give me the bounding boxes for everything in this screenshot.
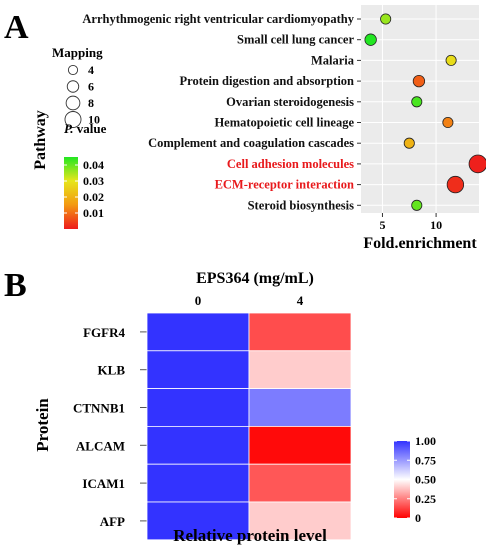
pathway-label: Small cell lung cancer (237, 33, 354, 47)
size-legend-circle (66, 80, 80, 93)
pathway-label: Steroid biosynthesis (248, 198, 355, 212)
size-legend-circle (67, 64, 79, 76)
pathway-point (380, 13, 392, 25)
size-legend-circle (65, 95, 81, 111)
pathway-label: Hematopoietic cell lineage (214, 116, 354, 130)
heatmap-cell (146, 350, 250, 389)
size-legend-circle (64, 111, 82, 128)
x-tick-label: 5 (379, 218, 385, 232)
heatmap-column-label: 4 (297, 293, 304, 308)
colorbar-tick-label: 0.50 (415, 473, 436, 487)
heatmap-cell (248, 312, 352, 352)
pathway-label: Cell adhesion molecules (227, 157, 354, 171)
mapping-legend-title: Mapping (52, 45, 103, 60)
pathway-point (445, 54, 457, 66)
pvalue-colorbar (64, 157, 78, 229)
pathway-label: Protein digestion and absorption (180, 74, 354, 88)
pathway-label: Ovarian steroidogenesis (226, 95, 354, 109)
pvalue-colorbar-ticks: 0.04 0.03 0.02 0.01 (64, 158, 104, 220)
panel-b-letter: B (4, 267, 27, 304)
colorbar-tick-label: 0.75 (415, 453, 436, 467)
pathway-label: Arrhythmogenic right ventricular cardiom… (82, 12, 354, 26)
heatmap-row-label: AFP (100, 514, 125, 529)
heatmap-cell (248, 463, 352, 503)
heatmap-row-label: FGFR4 (83, 325, 125, 340)
heatmap-row-labels: FGFR4 KLB CTNNB1 ALCAM ICAM1 AFP (73, 325, 147, 529)
size-legend: 4 6 8 10 (64, 63, 100, 128)
heatmap-row-label: ALCAM (76, 438, 125, 453)
pathway-point (411, 96, 423, 108)
size-legend-label: 10 (88, 113, 100, 127)
heatmap-cell (146, 312, 250, 352)
pathway-point (446, 175, 465, 194)
heatmap-row-label: CTNNB1 (73, 401, 125, 416)
pathway-axis-label: Pathway (32, 110, 49, 170)
pvalue-tick-label: 0.04 (83, 158, 104, 172)
colorbar-tick-label: 0 (415, 511, 421, 525)
size-legend-label: 4 (88, 63, 94, 77)
colorbar-tick-label: 0.25 (415, 492, 436, 506)
heatmap-cell (146, 463, 250, 503)
heatmap-cell (248, 501, 352, 541)
pathway-label: Malaria (311, 53, 355, 67)
heatmap-cell (146, 501, 250, 541)
heatmap-colorbar-ticks: 1.00 0.75 0.50 0.25 0 (394, 434, 436, 525)
protein-axis-label: Protein (33, 398, 52, 452)
pathway-point (403, 137, 415, 149)
pathway-label: ECM-receptor interaction (215, 178, 354, 192)
pathway-point (412, 74, 426, 88)
heatmap-row-label: KLB (98, 363, 126, 378)
pathway-point (442, 116, 454, 129)
size-legend-label: 6 (88, 80, 94, 94)
colorbar-tick-label: 1.00 (415, 434, 436, 448)
pvalue-tick-label: 0.02 (83, 190, 104, 204)
x-tick-label: 10 (430, 218, 442, 232)
x-axis-ticks: 5 10 (379, 213, 442, 232)
heatmap-cells (146, 312, 352, 541)
heatmap-cell (248, 388, 352, 427)
pathway-point (411, 199, 423, 211)
pvalue-tick-label: 0.03 (83, 174, 104, 188)
pvalue-tick-label: 0.01 (83, 206, 104, 220)
pathway-point (468, 154, 486, 174)
heatmap-column-label: 0 (195, 293, 202, 308)
pathway-point (364, 33, 377, 46)
heatmap-cell (248, 350, 352, 389)
size-legend-label: 8 (88, 96, 94, 110)
plot-points (364, 13, 486, 211)
heatmap-cell (146, 388, 250, 427)
heatmap-row-label: ICAM1 (82, 476, 125, 491)
heatmap-x-axis-label: Relative protein level (173, 526, 327, 545)
heatmap-cell (146, 425, 250, 465)
fold-enrichment-axis-label: Fold.enrichment (363, 235, 477, 252)
pvalue-legend-title: P. value (64, 121, 107, 136)
pathway-label: Complement and coagulation cascades (148, 136, 354, 150)
panel-a-letter: A (4, 9, 29, 46)
heatmap-colorbar (394, 441, 410, 518)
heatmap-cell (248, 425, 352, 465)
pathway-labels: Arrhythmogenic right ventricular cardiom… (82, 12, 361, 212)
heatmap-title: EPS364 (mg/mL) (196, 270, 314, 287)
